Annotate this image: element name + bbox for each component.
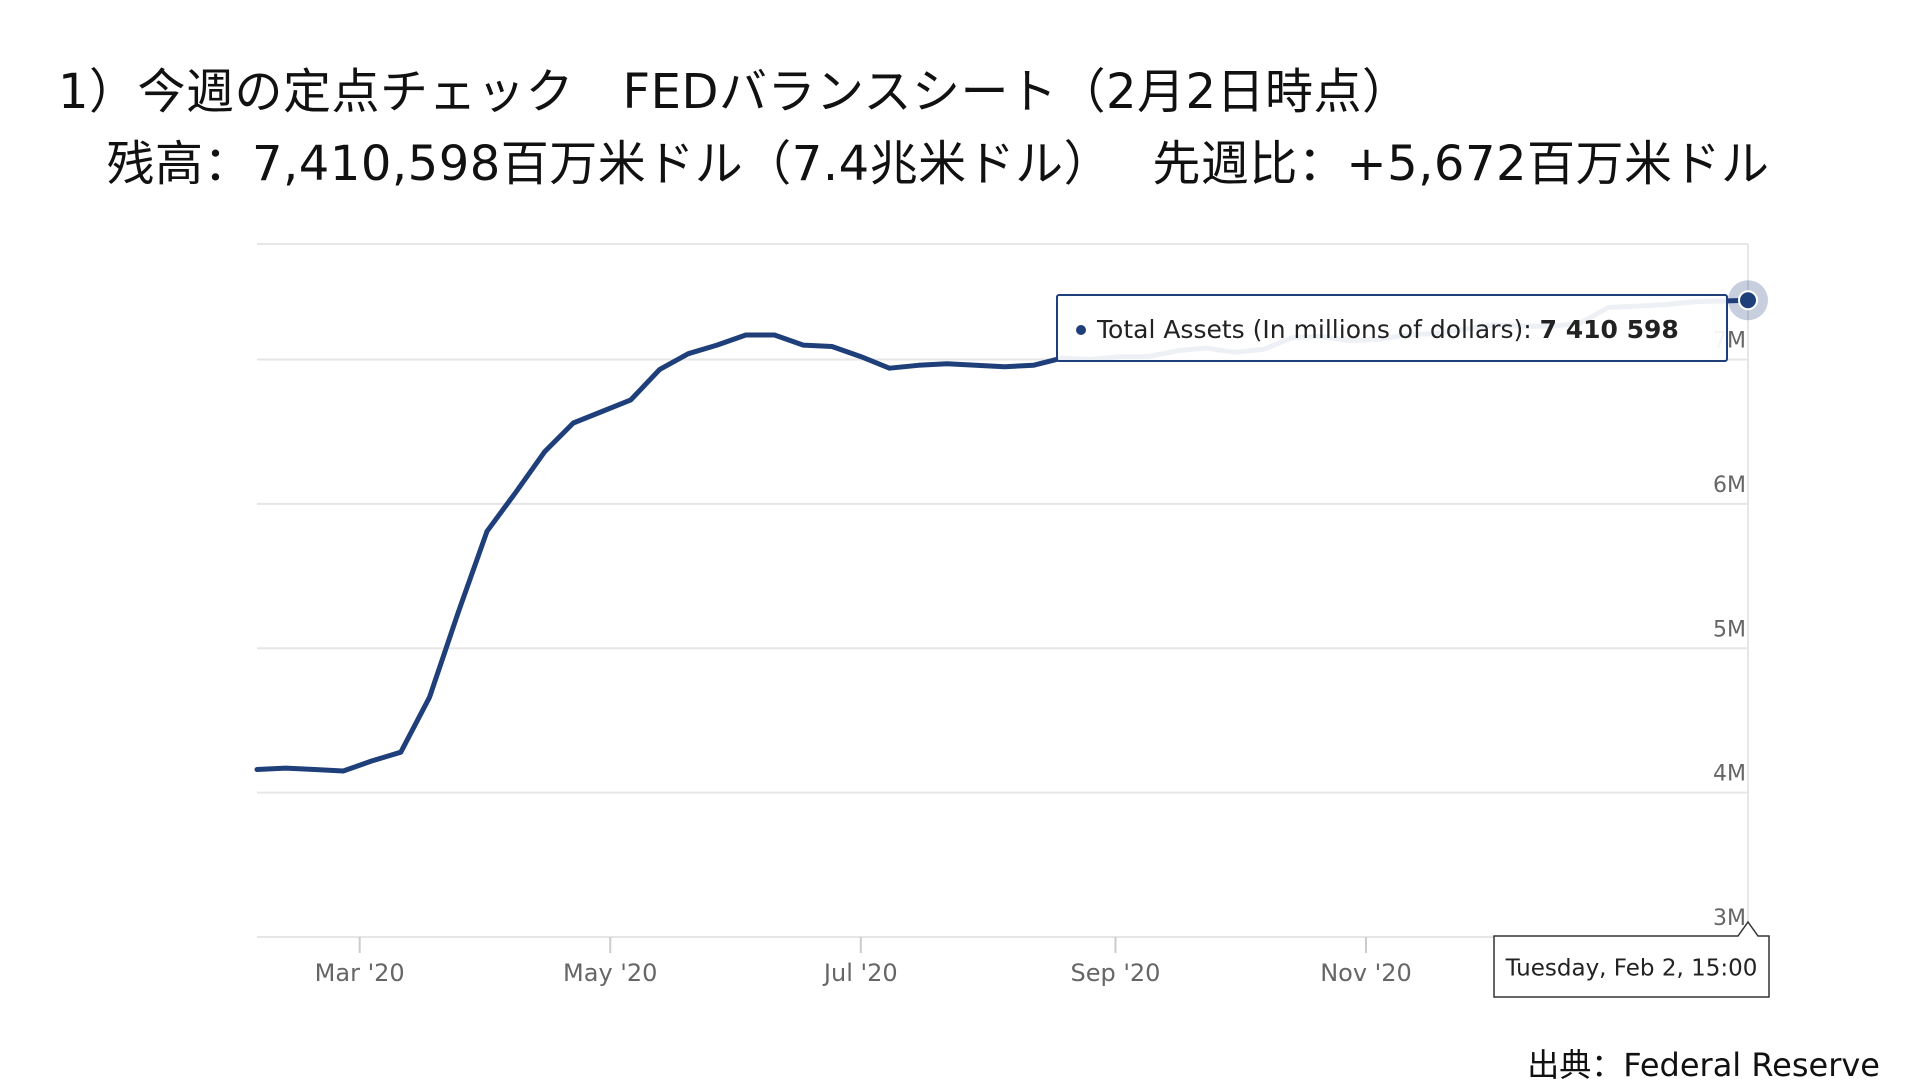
y-tick-label: 5M bbox=[1713, 617, 1746, 642]
x-axis: Mar '20 May '20 Jul '20 Sep '20 Nov '20 bbox=[315, 937, 1412, 987]
date-label-box bbox=[1493, 920, 1770, 998]
x-tick-label: Nov '20 bbox=[1320, 959, 1412, 987]
y-tick-label: 3M bbox=[1713, 906, 1746, 931]
tooltip-bullet bbox=[1076, 325, 1086, 335]
tooltip-label: Total Assets (In millions of dollars): bbox=[1096, 315, 1540, 344]
x-tick-label: Sep '20 bbox=[1070, 959, 1160, 987]
date-label-text: Tuesday, Feb 2, 15:00 bbox=[1505, 956, 1758, 982]
y-tick-label: 6M bbox=[1713, 473, 1746, 498]
source-note: 出典：Federal Reserve bbox=[1527, 1046, 1880, 1080]
x-tick-label: Mar '20 bbox=[315, 959, 405, 987]
tooltip-box bbox=[1056, 294, 1728, 362]
tooltip-value: 7 410 598 bbox=[1540, 315, 1679, 344]
tooltip-group: Total Assets (In millions of dollars): 7… bbox=[1056, 294, 1770, 998]
x-tick-label: Jul '20 bbox=[822, 959, 898, 987]
x-tick-label: May '20 bbox=[563, 959, 657, 987]
y-tick-label: 4M bbox=[1713, 762, 1746, 787]
total-assets-line bbox=[254, 297, 1751, 774]
tooltip-text: Total Assets (In millions of dollars): 7… bbox=[1096, 315, 1679, 344]
slide-subtitle: 残高：7,410,598百万米ドル（7.4兆米ドル） 先週比：+5,672百万米… bbox=[58, 136, 1770, 192]
slide-title: 1）今週の定点チェック FEDバランスシート（2月2日時点） bbox=[58, 64, 1411, 120]
hover-point bbox=[1738, 290, 1758, 311]
